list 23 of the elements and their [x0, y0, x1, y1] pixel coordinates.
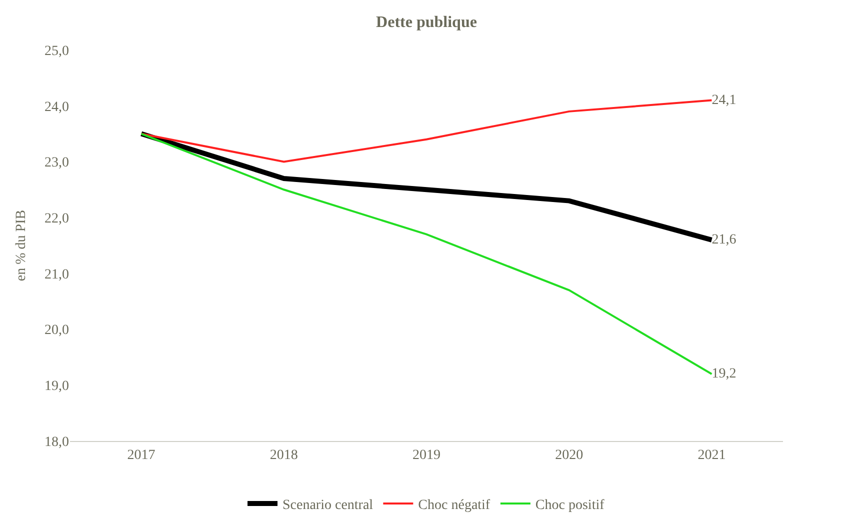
y-tick-label: 23,0	[44, 156, 69, 171]
y-tick-label: 20,0	[44, 323, 69, 338]
y-axis-title: en % du PIB	[14, 210, 30, 282]
y-tick-label: 22,0	[44, 211, 69, 226]
legend-label: Choc positif	[535, 498, 605, 513]
legend-label: Choc négatif	[418, 498, 490, 513]
x-tick-label: 2018	[270, 448, 298, 463]
line-series	[140, 99, 713, 163]
y-tick-label: 19,0	[44, 379, 69, 394]
y-tick-label: 18,0	[44, 434, 69, 450]
x-tick-label: 2019	[412, 448, 440, 463]
line-series	[140, 132, 713, 375]
data-label: 24,1	[712, 92, 736, 108]
y-tick-label: 21,0	[44, 267, 69, 282]
data-label: 19,2	[712, 366, 736, 382]
chart-title: Dette publique	[376, 14, 477, 32]
x-tick-label: 2021	[698, 448, 726, 463]
x-tick-label: 2020	[555, 448, 584, 463]
y-tick-label: 24,0	[44, 100, 69, 115]
y-tick-label: 25,0	[44, 44, 69, 59]
data-label: 21,6	[712, 232, 736, 248]
legend-label: Scenario central	[282, 498, 374, 513]
x-tick-label: 2017	[127, 448, 156, 463]
